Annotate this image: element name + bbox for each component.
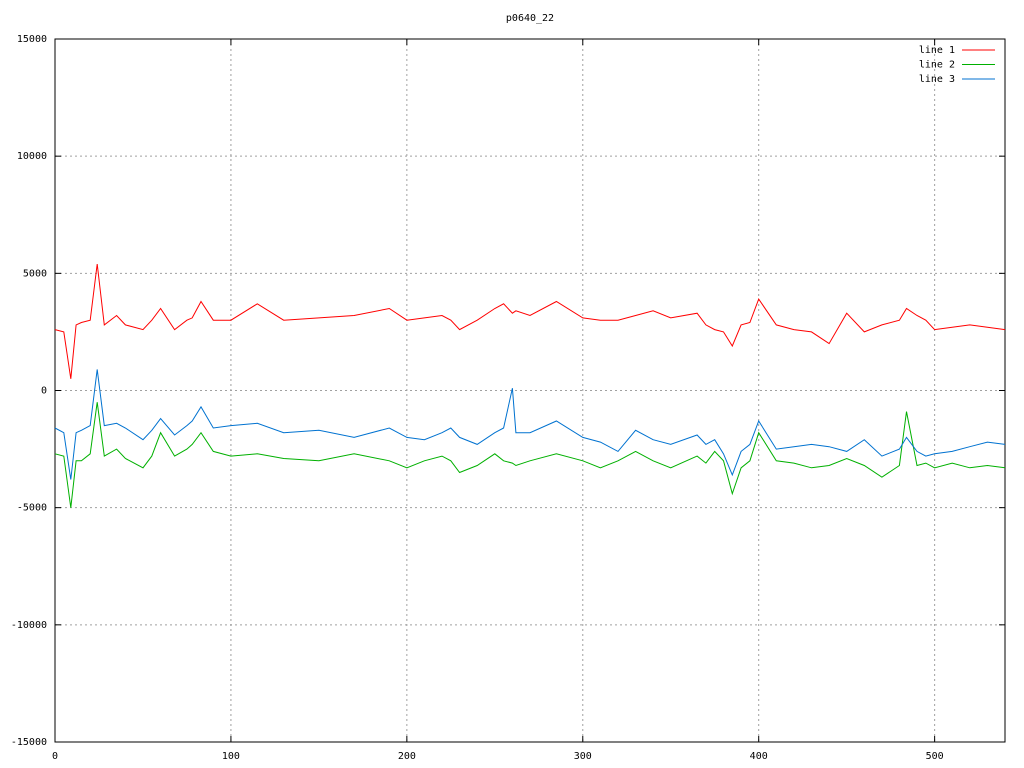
x-tick-label: 300 bbox=[574, 751, 592, 762]
x-tick-label: 400 bbox=[750, 751, 768, 762]
data-line bbox=[54, 263, 1006, 379]
y-tick-label: 0 bbox=[41, 386, 47, 397]
y-tick-label: 15000 bbox=[17, 34, 47, 45]
data-line bbox=[54, 369, 1006, 480]
legend-label: line 2 bbox=[919, 60, 955, 71]
x-tick-label: 100 bbox=[222, 751, 240, 762]
x-tick-label: 500 bbox=[926, 751, 944, 762]
y-tick-label: 10000 bbox=[17, 151, 47, 162]
plot-frame bbox=[54, 38, 1006, 743]
legend-label: line 3 bbox=[919, 74, 955, 85]
x-tick-label: 0 bbox=[52, 751, 58, 762]
chart-title: p0640_22 bbox=[506, 13, 554, 24]
data-line bbox=[54, 402, 1006, 508]
y-tick-label: -5000 bbox=[17, 503, 47, 514]
legend-label: line 1 bbox=[919, 45, 955, 56]
x-tick-label: 200 bbox=[398, 751, 416, 762]
y-tick-label: 5000 bbox=[23, 268, 47, 279]
y-tick-label: -15000 bbox=[11, 737, 47, 748]
y-tick-label: -10000 bbox=[11, 620, 47, 631]
